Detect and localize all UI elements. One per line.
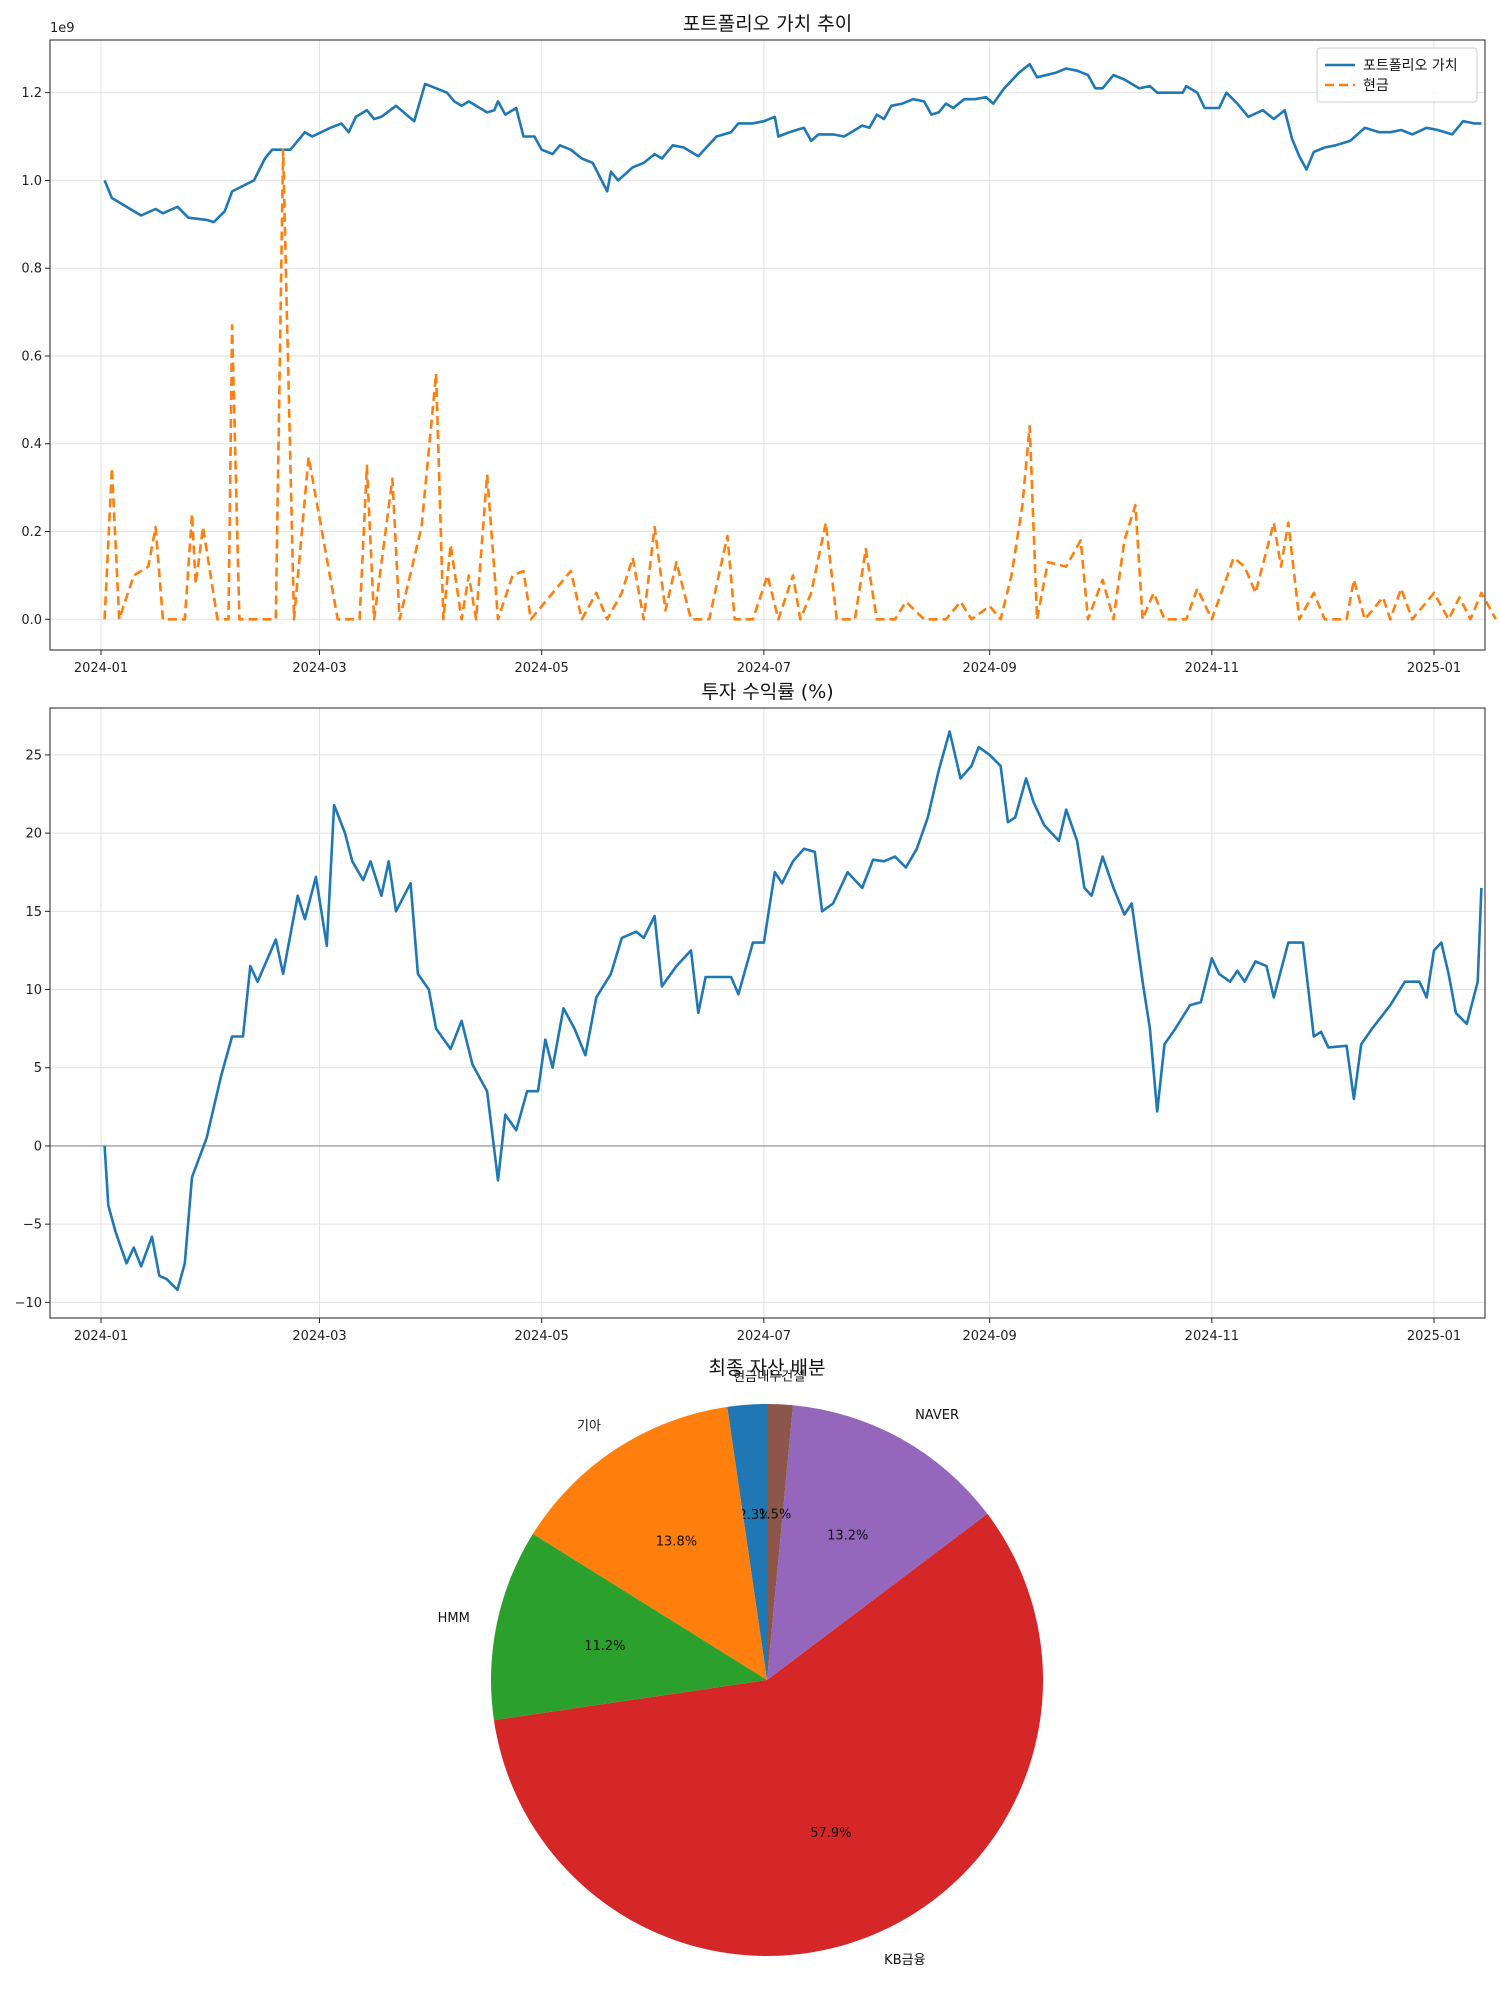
legend-label: 현금 [1363,78,1389,94]
pie-percent-label: 11.2% [584,1639,625,1654]
y-tick-label: −10 [15,1296,42,1311]
chart-title: 투자 수익률 (%) [701,681,833,703]
pie-slice-label: HMM [438,1611,470,1626]
y-tick-label: 15 [25,905,42,920]
plot-frame [49,707,1486,1319]
x-tick-label: 2024-09 [963,661,1017,676]
x-tick-label: 2025-01 [1407,661,1461,676]
pie-percent-label: 2.3% [739,1508,772,1523]
series-line-1 [103,730,1483,1292]
line-chart-2: −10 −5 0 5 10 15 20 25 2024-01 2024-03 2024-05 2024… [15,681,1486,1344]
y-axis-exponent: 1e9 [50,21,75,36]
pie-slice-4 [493,1513,1044,1957]
x-tick-label: 2024-03 [292,1329,346,1344]
pie-slice-label: KB금융 [884,1953,925,1968]
pie-slice-3 [491,1533,767,1721]
x-tick-label: 2024-03 [292,661,346,676]
x-tick-label: 2024-07 [737,661,791,676]
pie-slice-label: 대우건설 [757,1370,805,1385]
pie-slice-label: NAVER [915,1408,959,1423]
y-tick-label: 25 [25,748,42,763]
y-tick-label: 0 [34,1139,42,1154]
x-tick-label: 2024-01 [74,1329,128,1344]
pie-percent-label: 57.9% [810,1826,851,1841]
chart-title: 최종 자산 배분 [709,1357,826,1379]
x-tick-label: 2024-05 [515,661,569,676]
y-tick-label: 10 [25,983,42,998]
pie-slice-label: 기아 [577,1419,601,1434]
y-tick-label: −5 [23,1218,42,1233]
pie-percent-label: 13.2% [827,1528,868,1543]
y-tick-label: 0.4 [21,437,42,452]
line-chart-1: 0.0 0.2 0.4 0.6 0.8 1.0 1.2 2024-01 2024-03 2024-… [21,13,1498,676]
pie-percent-label: 13.8% [656,1534,697,1549]
pie-slice-label: 현금 [733,1370,757,1385]
y-tick-label: 0.8 [21,262,42,277]
x-tick-label: 2025-01 [1407,1329,1461,1344]
pie-percent-label: 1.5% [758,1508,791,1523]
pie-slice-1 [727,1404,767,1680]
x-tick-label: 2024-07 [737,1329,791,1344]
legend-label: 포트폴리오 가치 [1363,58,1458,74]
y-tick-label: 0.6 [21,349,42,364]
series-line-1 [103,62,1482,224]
chart-title: 포트폴리오 가치 추이 [683,13,852,35]
y-tick-label: 5 [34,1061,42,1076]
y-tick-label: 0.2 [21,525,42,540]
pie-slice-5 [767,1405,988,1680]
x-tick-label: 2024-11 [1185,1329,1239,1344]
pie-chart: 현금 2.3% 기아 13.8% HMM 11.2% KB금융 57.9% NAVER 13.2%… [438,1357,1044,1968]
x-tick-label: 2024-01 [74,661,128,676]
legend-box [1316,47,1478,103]
y-tick-label: 0.0 [21,613,42,628]
x-tick-label: 2024-09 [963,1329,1017,1344]
pie-slice-2 [532,1406,767,1680]
x-tick-label: 2024-11 [1185,661,1239,676]
series-line-2 [103,148,1498,621]
y-tick-label: 20 [25,827,42,842]
plot-frame [49,39,1486,651]
x-tick-label: 2024-05 [515,1329,569,1344]
y-tick-label: 1.0 [21,174,42,189]
pie-slice-6 [767,1404,793,1680]
y-tick-label: 1.2 [21,86,42,101]
